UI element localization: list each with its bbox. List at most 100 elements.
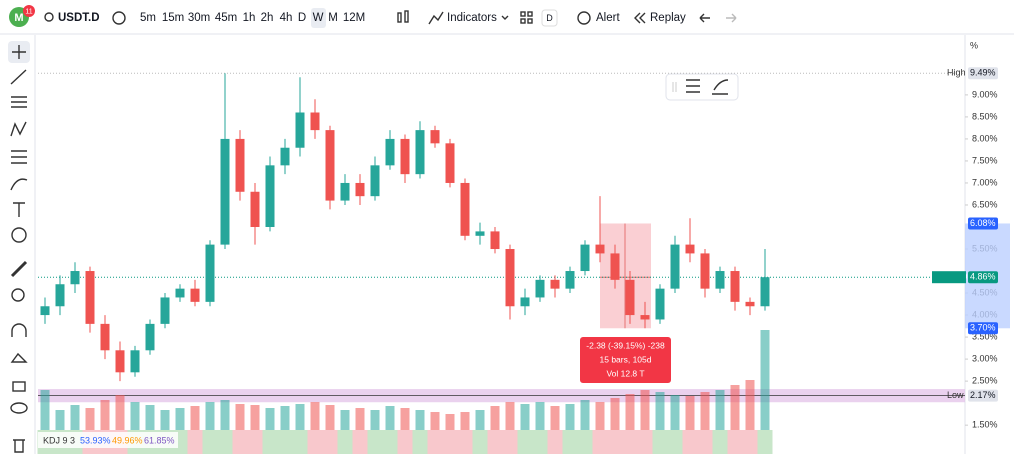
kdj-cell: [367, 430, 383, 454]
interval[interactable]: 15m: [162, 12, 184, 24]
kdj-cell: [532, 430, 548, 454]
kdj-cell: [757, 430, 773, 454]
brush-tool[interactable]: [10, 178, 28, 191]
visibility-tool[interactable]: [10, 402, 28, 414]
interval[interactable]: 1h: [243, 12, 256, 24]
draw-mode[interactable]: [10, 352, 28, 363]
top-toolbar: M 11 USDT.D 5m 15m 30m 45m 1h 2h 4h D W …: [0, 5, 1014, 35]
candle-body: [520, 297, 530, 307]
volume-bar: [115, 395, 125, 430]
interval[interactable]: 4h: [280, 12, 293, 24]
drag-handle[interactable]: [672, 82, 677, 92]
zoom-tool[interactable]: [11, 288, 25, 302]
candle-body: [370, 165, 380, 197]
candle-body: [250, 191, 260, 227]
ruler-tool[interactable]: [10, 260, 28, 278]
forecast-tool[interactable]: [11, 150, 27, 164]
tag-name: High: [947, 68, 966, 78]
interval[interactable]: 45m: [215, 12, 237, 24]
interval[interactable]: M: [328, 12, 338, 24]
add-symbol[interactable]: [112, 11, 126, 25]
candle-body: [700, 253, 710, 289]
volume-bar: [235, 404, 245, 430]
kdj-cell: [517, 430, 533, 454]
kdj-cell: [727, 430, 743, 454]
left-toolbar: [8, 35, 36, 454]
interval[interactable]: 5m: [140, 12, 156, 24]
search-icon[interactable]: [44, 12, 54, 22]
emoji-tool[interactable]: [11, 227, 27, 243]
candle-body: [715, 271, 725, 289]
kdj-cell: [682, 430, 698, 454]
replay-icon[interactable]: [634, 12, 641, 24]
replay-icon[interactable]: [639, 12, 646, 24]
tag-name: Low: [947, 390, 964, 400]
volume-bar: [745, 380, 755, 430]
widget-btn[interactable]: [686, 79, 700, 93]
candle-body: [550, 279, 560, 289]
measure-label: 15 bars, 105d: [600, 354, 652, 364]
candle-body: [655, 288, 665, 320]
layout-box[interactable]: [541, 9, 558, 27]
interval[interactable]: 30m: [188, 12, 210, 24]
pattern-tool[interactable]: [10, 121, 27, 137]
kdj-cell: [652, 430, 668, 454]
trendline-tool[interactable]: [10, 69, 27, 85]
y-tick-label: 7.00%: [972, 177, 998, 187]
volume-bar: [475, 410, 485, 430]
alert[interactable]: Alert: [596, 12, 620, 24]
y-tick-label: 1.50%: [972, 420, 998, 430]
dropdown[interactable]: [501, 15, 509, 20]
candle-body: [325, 130, 335, 201]
candle-body: [130, 350, 140, 373]
magnet-tool[interactable]: [11, 323, 27, 337]
redo[interactable]: [726, 13, 737, 23]
kdj-cell: [352, 430, 368, 454]
volume-bar: [370, 410, 380, 430]
indicators[interactable]: Indicators: [447, 12, 497, 24]
volume-bar: [685, 396, 695, 430]
interval[interactable]: W: [313, 12, 324, 24]
crosshair-tool[interactable]: [12, 45, 26, 59]
symbol[interactable]: USDT.D: [58, 12, 100, 24]
candle-body: [430, 130, 440, 144]
volume-bar: [670, 395, 680, 430]
widget-btn[interactable]: [712, 79, 729, 95]
volume-bar: [310, 402, 320, 430]
volume-bar: [520, 404, 530, 430]
candle-body: [670, 244, 680, 289]
alert-icon[interactable]: [577, 11, 591, 25]
interval[interactable]: 2h: [261, 12, 274, 24]
volume-bar: [550, 406, 560, 430]
kdj-cell: [337, 430, 353, 454]
price-tag-label: 9.49%: [970, 68, 996, 78]
indicators-icon[interactable]: [428, 11, 444, 25]
trash-tool[interactable]: [13, 439, 25, 453]
replay[interactable]: Replay: [650, 12, 686, 24]
interval[interactable]: 12M: [343, 12, 365, 24]
price-tag: [968, 389, 998, 402]
volume-bar: [445, 414, 455, 430]
volume-bar: [565, 404, 575, 430]
measure-label-bg: [580, 337, 671, 383]
candle-body: [85, 271, 95, 324]
candle-body: [730, 271, 740, 302]
kdj-cell: [412, 430, 428, 454]
text-tool[interactable]: [13, 202, 25, 217]
candle-body: [595, 244, 605, 254]
kdj-value: 53.93%: [80, 435, 111, 445]
lock-tool[interactable]: [12, 381, 26, 392]
layout-label: D: [546, 13, 553, 23]
volume-bar: [340, 410, 350, 430]
kdj-cell: [277, 430, 293, 454]
interval[interactable]: D: [298, 12, 306, 24]
volume-bar: [85, 408, 95, 430]
kdj-cell: [442, 430, 458, 454]
fib-tool[interactable]: [11, 96, 27, 108]
kdj-legend: KDJ 9 3 53.93% 49.96% 61.85%: [38, 432, 178, 448]
chart-type-icon[interactable]: [397, 10, 409, 23]
volume-bar: [100, 400, 110, 430]
undo[interactable]: [699, 13, 710, 23]
layout-icon[interactable]: [520, 11, 533, 24]
